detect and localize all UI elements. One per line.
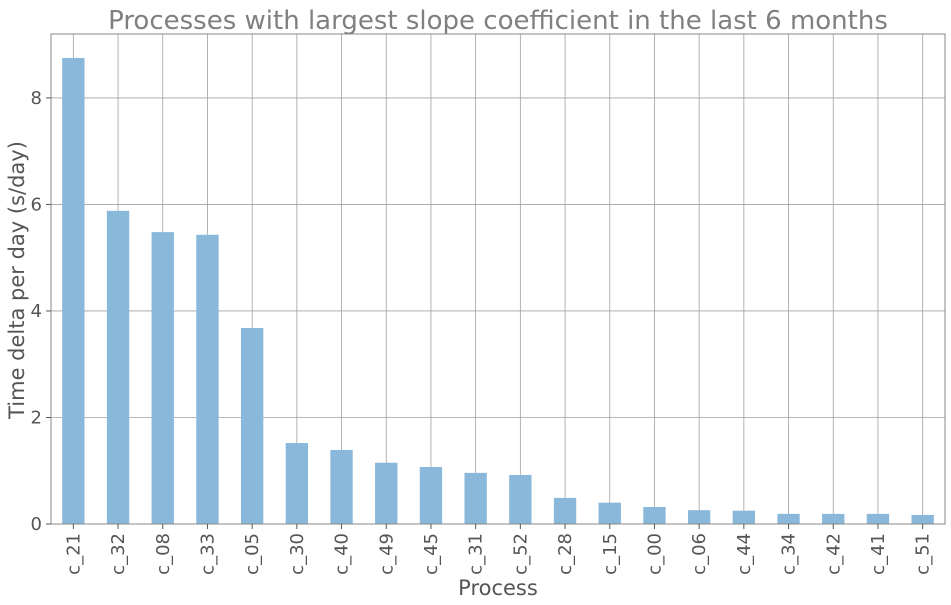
x-tick-label: c_40 [332,533,353,575]
x-tick-label: c_33 [197,533,218,575]
x-tick-label: c_51 [913,533,934,575]
bar-c_32 [106,210,130,524]
x-tick-label: c_52 [510,533,531,575]
bar-c_40 [330,449,353,524]
y-tick-label: 2 [31,407,42,428]
bar-c_45 [419,467,443,524]
x-tick-label: c_06 [689,533,710,575]
bar-c_51 [911,514,934,524]
y-axis-label: Time delta per day (s/day) [5,141,29,420]
plot-frame [50,33,946,525]
y-axis-ticks: 0 2 4 6 8 [31,88,51,535]
x-tick-label: c_00 [644,533,665,575]
x-tick-label: c_49 [376,533,397,575]
y-tick-label: 8 [31,88,42,109]
y-tick-label: 6 [31,194,42,215]
x-axis-ticks: c_21 c_32 c_08 c_33 c_05 c_30 c_40 c_49 c_45 c_31… [63,524,934,575]
x-tick-label: c_21 [63,533,84,575]
bar-c_21 [62,57,85,524]
bar-c_28 [553,497,577,524]
x-tick-label: c_45 [421,533,442,575]
x-tick-label: c_31 [466,533,487,575]
x-tick-label: c_44 [734,533,755,575]
x-tick-label: c_28 [555,533,576,575]
bar-c_05 [240,328,264,524]
x-tick-label: c_15 [600,533,621,575]
x-tick-label: c_32 [108,533,129,575]
bar-c_06 [687,510,711,524]
x-tick-label: c_30 [287,533,308,575]
x-tick-label: c_08 [153,533,174,575]
bar-c_44 [732,510,756,524]
x-tick-label: c_05 [242,533,263,575]
bar-c_08 [151,232,174,524]
bar-c_41 [866,513,890,524]
bar-c_31 [464,472,487,524]
bar-c_30 [285,443,309,524]
bar-c_49 [375,462,398,524]
grid [51,34,945,525]
bar-c_34 [777,513,800,524]
bar-c_42 [822,513,845,524]
x-tick-label: c_34 [779,533,800,575]
bar-c_52 [509,475,532,524]
bar-c_00 [643,506,666,524]
y-tick-label: 0 [31,514,42,535]
bar-c_15 [598,502,621,524]
bar-c_33 [196,234,219,525]
bars [62,57,934,525]
y-tick-label: 4 [31,301,42,322]
x-tick-label: c_41 [868,533,889,575]
x-axis-label: Process [458,576,538,600]
chart-title: Processes with largest slope coefficient… [108,6,888,36]
x-tick-label: c_42 [823,533,844,575]
